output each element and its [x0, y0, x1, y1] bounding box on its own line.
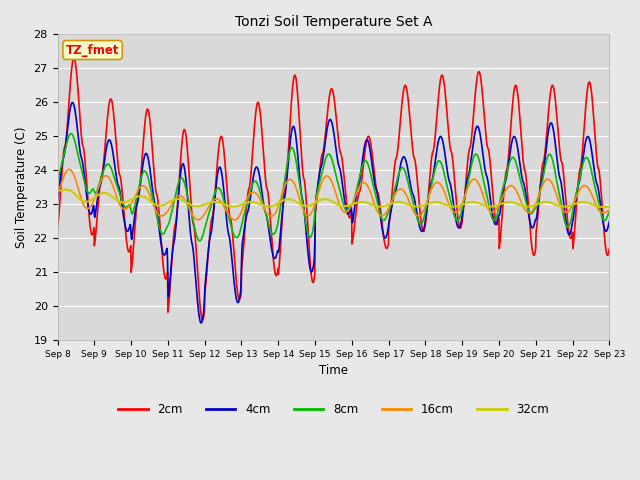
- Y-axis label: Soil Temperature (C): Soil Temperature (C): [15, 127, 28, 248]
- Text: TZ_fmet: TZ_fmet: [66, 44, 119, 57]
- Title: Tonzi Soil Temperature Set A: Tonzi Soil Temperature Set A: [235, 15, 432, 29]
- X-axis label: Time: Time: [319, 364, 348, 377]
- Legend: 2cm, 4cm, 8cm, 16cm, 32cm: 2cm, 4cm, 8cm, 16cm, 32cm: [113, 398, 554, 420]
